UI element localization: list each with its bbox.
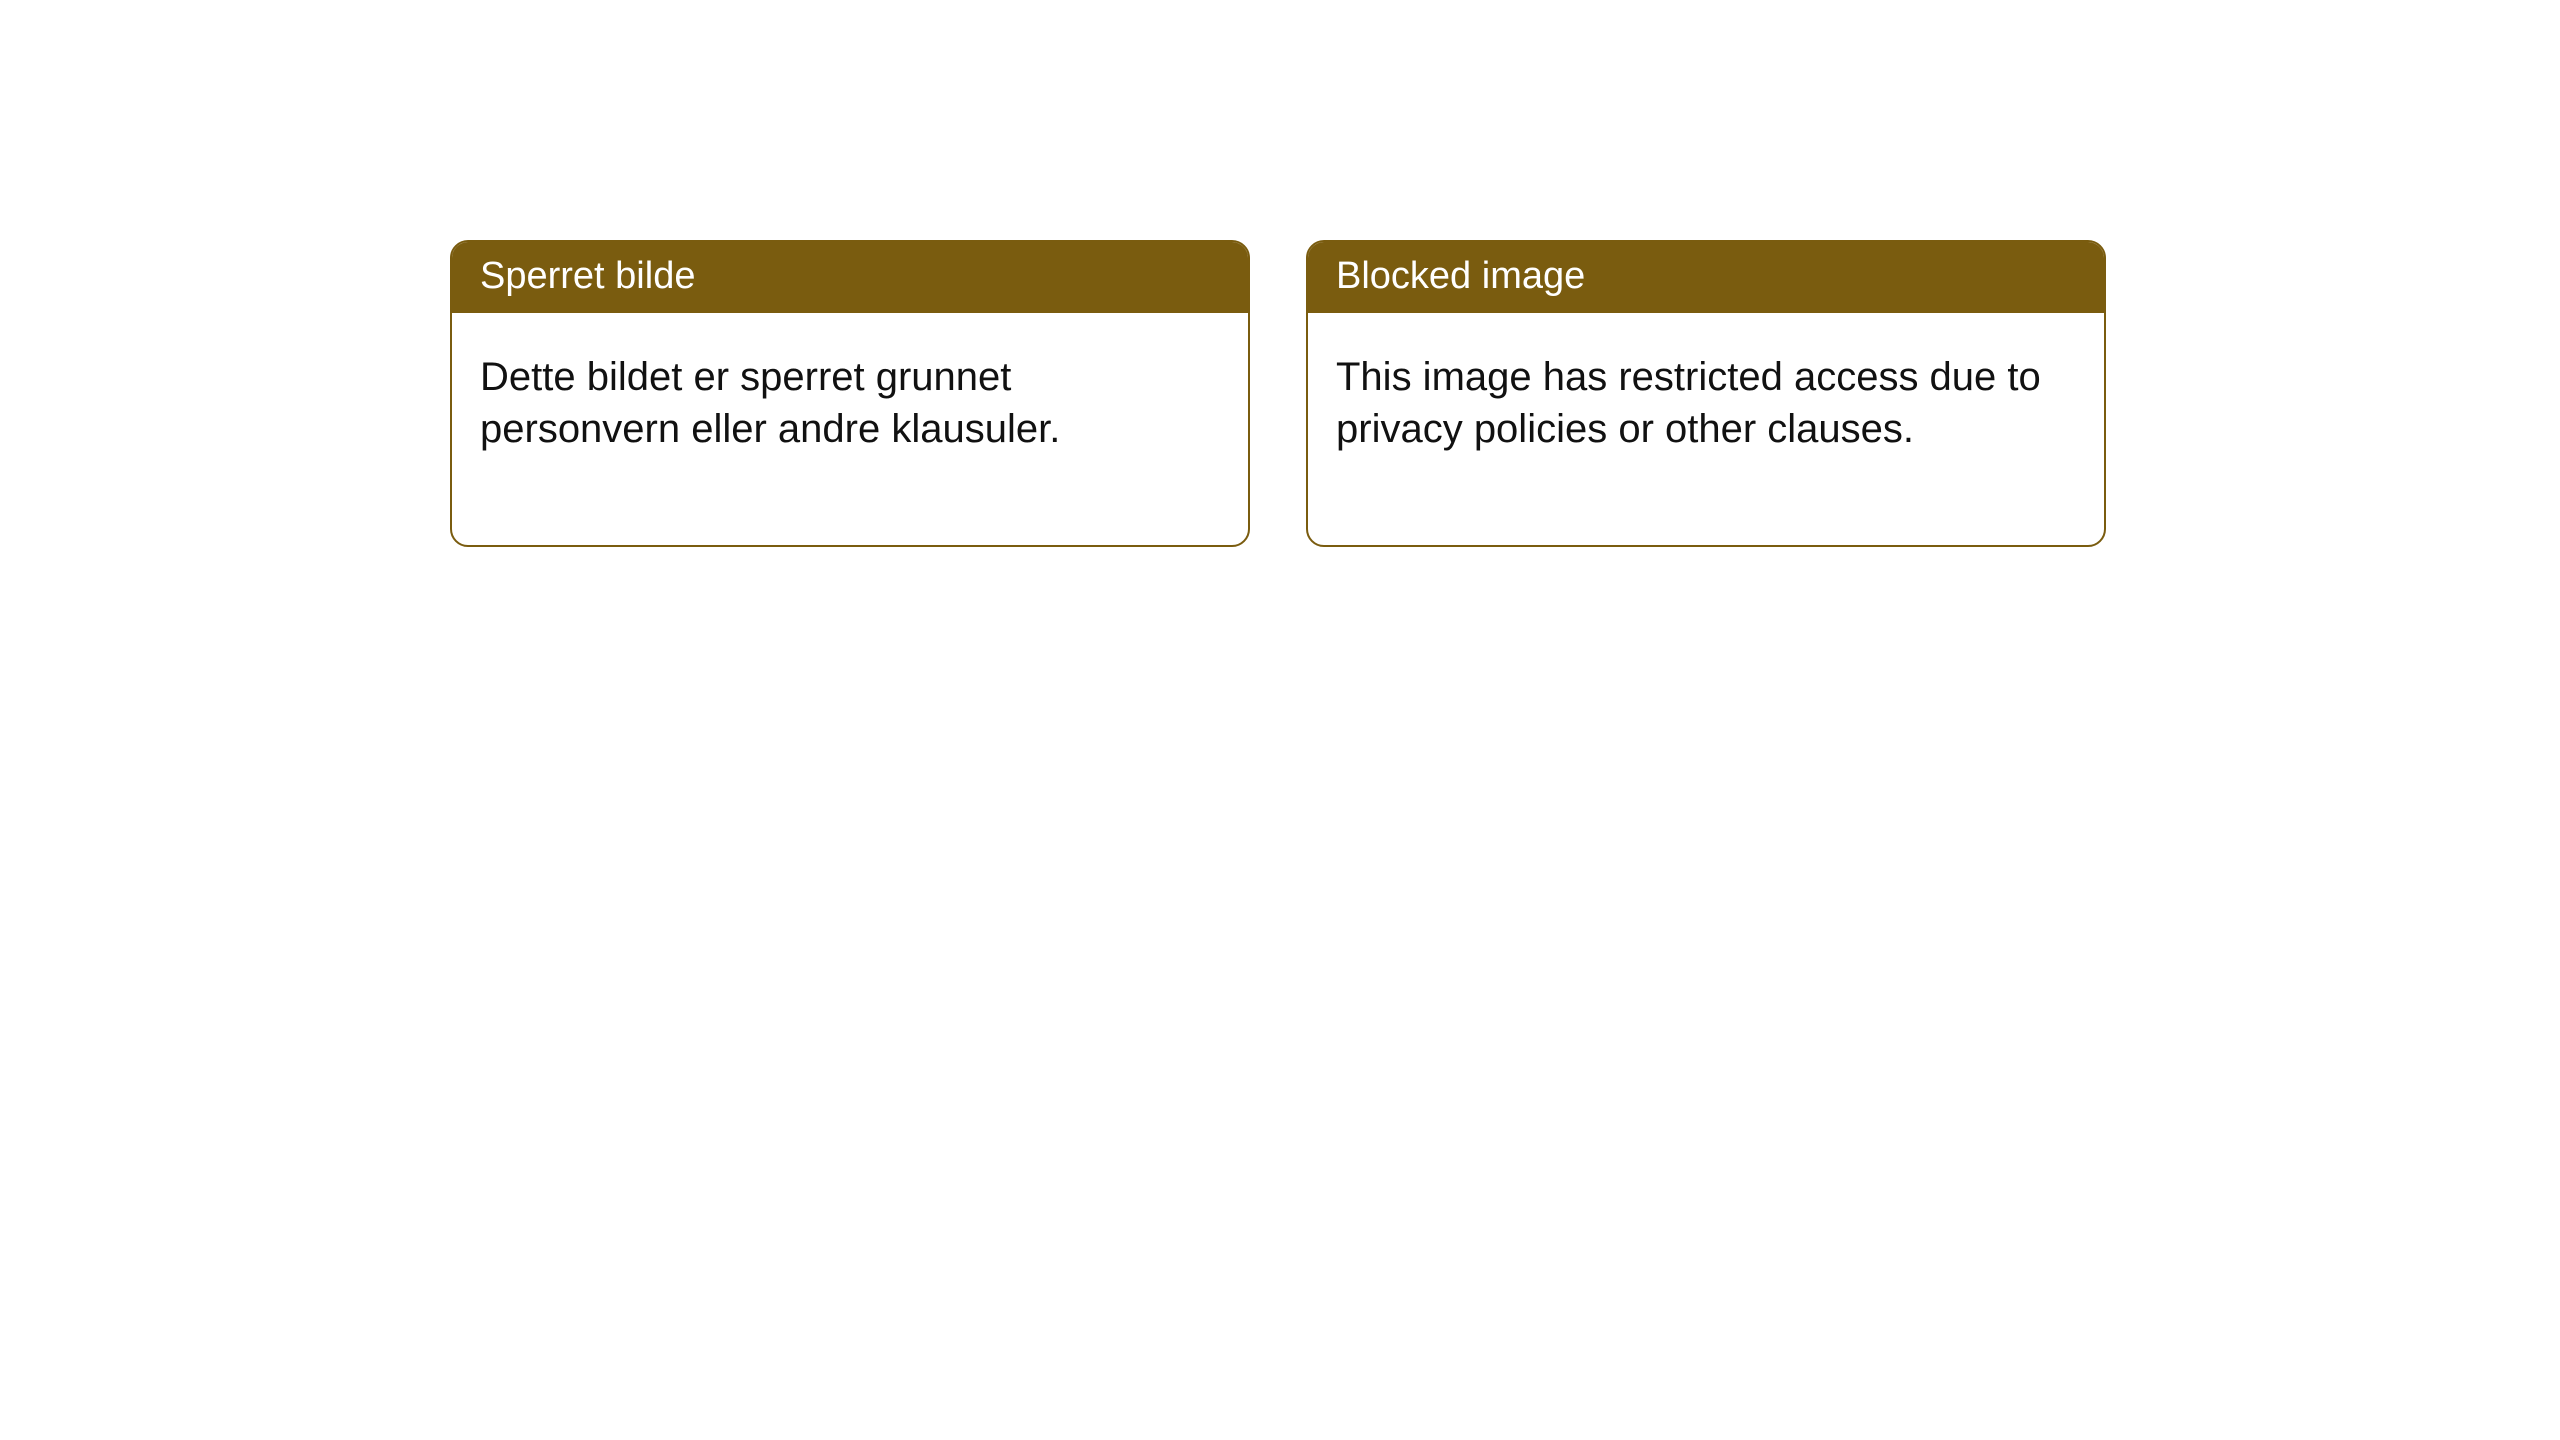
notice-body-no: Dette bildet er sperret grunnet personve… (452, 313, 1248, 545)
notice-body-en: This image has restricted access due to … (1308, 313, 2104, 545)
notice-card-en: Blocked image This image has restricted … (1306, 240, 2106, 547)
notice-container: Sperret bilde Dette bildet er sperret gr… (450, 240, 2106, 547)
notice-card-no: Sperret bilde Dette bildet er sperret gr… (450, 240, 1250, 547)
notice-header-no: Sperret bilde (452, 242, 1248, 313)
notice-header-en: Blocked image (1308, 242, 2104, 313)
